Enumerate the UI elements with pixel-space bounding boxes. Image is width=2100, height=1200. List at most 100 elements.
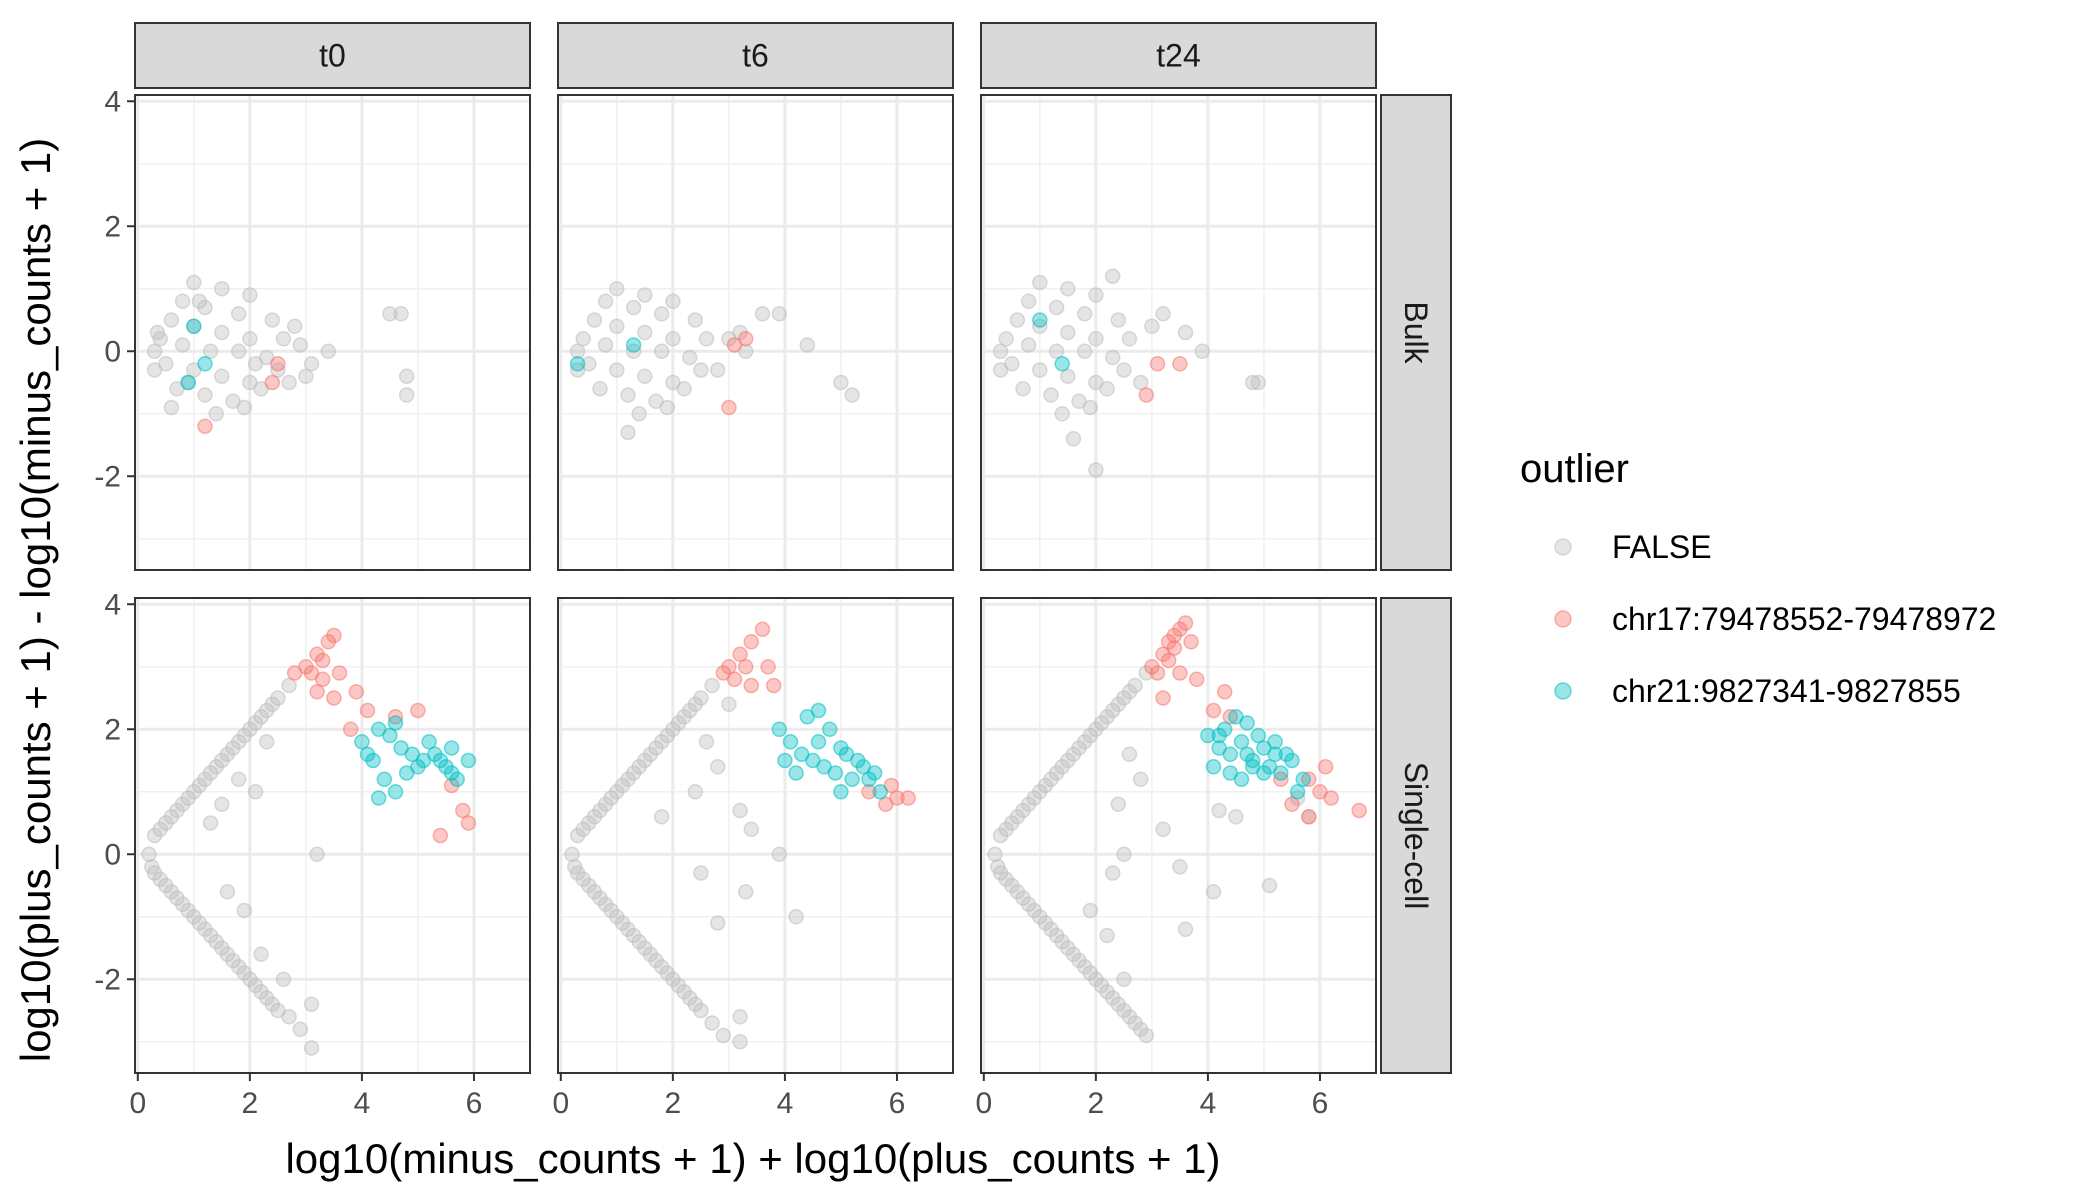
data-point [1020,337,1037,353]
data-point [163,809,180,825]
legend-key [1554,682,1572,700]
x-axis: 0 2 4 6 [129,1073,482,1120]
data-point [264,374,281,391]
data-point [1009,884,1026,900]
data-point [732,1034,748,1050]
data-point [191,293,208,310]
panel-background [558,95,953,570]
data-point [197,771,213,788]
data-point [247,356,264,372]
data-point [637,287,653,303]
data-point [1048,299,1065,316]
data-point [382,306,398,322]
data-point [1032,274,1048,291]
data-point [659,399,676,416]
data-point [1216,684,1233,700]
data-point [1160,652,1177,669]
data-point [264,312,281,328]
data-point [732,1009,748,1025]
data-point [152,871,168,888]
data-point [743,677,760,694]
data-point [1065,946,1082,963]
panel-single-cell-t24: 0 2 4 6 [975,597,1377,1120]
data-point [253,984,269,1000]
data-point [810,702,827,719]
data-point [726,337,743,353]
data-point [1233,734,1250,750]
data-point [292,337,309,353]
data-point [1149,356,1166,372]
data-point [1076,959,1093,975]
data-point [737,884,754,900]
data-point [460,815,477,831]
data-point [1284,752,1300,769]
y-axis-title: log10(plus_counts + 1) - log10(minus_cou… [12,138,59,1063]
data-point [1177,324,1194,341]
data-point [1020,896,1037,913]
data-point [174,337,191,353]
panel-points [146,274,415,435]
data-point [174,796,191,813]
data-point [1110,696,1127,713]
y-axis: -2 0 2 4 [94,588,135,996]
data-point [421,734,437,750]
data-point [144,859,160,875]
data-point [208,934,224,950]
data-point [1104,865,1121,881]
data-point [146,362,163,378]
data-point [765,677,782,694]
data-point [575,871,591,888]
x-tick-label: 4 [354,1087,371,1120]
data-point [1043,387,1059,403]
data-point [704,677,720,694]
data-point [387,709,404,725]
data-point [872,784,888,800]
data-point [1317,759,1334,775]
y-tick-label: -2 [94,460,121,493]
data-point [642,946,659,963]
data-point [620,424,636,441]
data-point [1009,312,1026,328]
y-tick-label: 0 [104,838,121,871]
x-axis-title: log10(minus_counts + 1) + log10(plus_cou… [285,1135,1220,1182]
data-point [1205,884,1222,900]
data-point [281,677,297,694]
data-point [771,306,788,322]
data-point [771,721,788,738]
data-point [620,771,636,788]
data-point [1054,934,1070,950]
data-point [844,771,860,788]
data-point [1284,796,1300,813]
data-point [810,734,827,750]
data-point [1104,268,1121,285]
data-point [737,659,754,675]
data-point [163,312,180,328]
data-point [197,418,213,435]
strip-label: t24 [1156,38,1200,74]
data-point [998,871,1014,888]
x-tick-label: 2 [665,1087,682,1120]
data-point [693,362,709,378]
data-point [202,343,219,360]
strip-background [980,22,1377,89]
data-point [186,318,202,335]
data-point [1020,293,1037,310]
data-point [844,387,860,403]
panel-border [134,597,531,1074]
panel-background [981,598,1376,1073]
data-point [1267,746,1283,763]
panel-bulk-t24 [980,94,1377,571]
data-point [354,734,370,750]
data-point [782,734,799,750]
data-point [202,815,219,831]
data-point [1138,387,1155,403]
data-point [455,802,471,819]
data-point [219,884,236,900]
data-point [743,821,760,838]
data-point [1155,306,1171,322]
data-point [253,709,269,725]
data-point [998,331,1014,347]
panel-grid [135,598,530,1073]
data-point [146,343,163,360]
